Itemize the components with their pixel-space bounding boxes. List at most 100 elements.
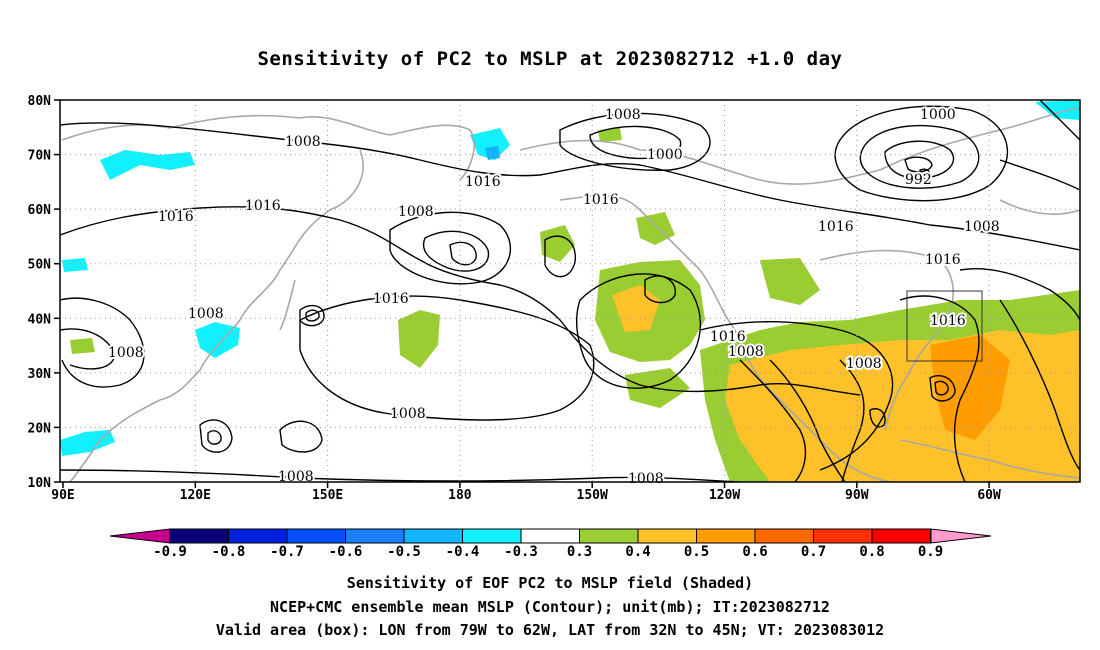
lat-label: 80N — [28, 94, 52, 109]
contour-line — [279, 420, 323, 453]
colorbar-cell — [520, 528, 580, 544]
contour-line — [934, 380, 949, 396]
colorbar-label: -0.5 — [387, 544, 421, 560]
lon-label: 150E — [312, 488, 343, 503]
caption-line-1: Sensitivity of EOF PC2 to MSLP field (Sh… — [346, 574, 754, 592]
contour-label: 1000 — [647, 147, 683, 163]
coastline — [999, 199, 1080, 215]
contour-line — [60, 328, 116, 370]
contour-line — [576, 273, 702, 389]
colorbar-label: -0.7 — [270, 544, 304, 560]
colorbar-label: 0.6 — [742, 544, 767, 560]
colorbar-cell — [345, 528, 405, 544]
colorbar-label: 0.9 — [918, 544, 943, 560]
latitude-labels: 80N 70N 60N 50N 40N 30N 20N 10N — [28, 94, 52, 491]
colorbar-label: 0.3 — [567, 544, 592, 560]
contour-label: 1016 — [930, 313, 966, 329]
colorbar-label: 0.4 — [625, 544, 650, 560]
contour-label: 1016 — [245, 198, 281, 214]
contour-label: 1016 — [710, 329, 746, 345]
axis-ticks — [54, 99, 990, 488]
colorbar-label: 0.5 — [684, 544, 709, 560]
contour-line — [199, 419, 233, 453]
lon-label: 90W — [845, 488, 869, 503]
contour-label: 1008 — [728, 344, 764, 360]
lon-label: 60W — [977, 488, 1001, 503]
colorbar-cell — [286, 528, 346, 544]
contour-label: 1016 — [925, 252, 961, 268]
contour-line — [389, 211, 511, 285]
longitude-labels: 90E 120E 150E 180 150W 120W 90W 60W — [51, 488, 1001, 503]
contour-line — [699, 321, 894, 471]
contour-label: 1016 — [465, 174, 501, 190]
lon-label: 150W — [577, 488, 608, 503]
valid-area-box — [906, 290, 983, 362]
colorbar-cell — [696, 528, 756, 544]
contour-line — [644, 275, 676, 304]
colorbar-label: 0.8 — [859, 544, 884, 560]
positive-shade-patch — [760, 258, 820, 305]
colorbar-label: -0.9 — [153, 544, 187, 560]
coastline — [899, 439, 1080, 479]
contour-label: 1008 — [188, 306, 224, 322]
lat-label: 30N — [28, 367, 52, 382]
contour-line — [839, 359, 865, 482]
contour-line — [929, 374, 956, 402]
colorbar-cell — [637, 528, 697, 544]
positive-shade-patch — [70, 338, 95, 354]
contour-line — [299, 295, 595, 421]
contour-line — [919, 168, 930, 176]
contour-line — [904, 156, 933, 173]
positive-shade-patch — [636, 212, 675, 245]
contour-line — [769, 359, 846, 482]
contour-label: 1016 — [583, 192, 619, 208]
contour-line — [60, 206, 861, 396]
contour-line — [589, 125, 682, 160]
colorbar-cell — [871, 528, 931, 544]
colorbar-label: -0.3 — [504, 544, 538, 560]
contour-label: 1016 — [373, 291, 409, 307]
colorbar-cell — [462, 528, 522, 544]
coastline — [279, 279, 296, 331]
negative-shade-patch — [1035, 100, 1080, 120]
coastline — [519, 107, 1080, 185]
contour-line — [739, 359, 807, 482]
negative-shade-patch — [470, 128, 510, 160]
caption-line-2: NCEP+CMC ensemble mean MSLP (Contour); u… — [270, 598, 830, 616]
contour-line — [899, 295, 980, 482]
coastline — [819, 249, 954, 431]
colorbar-label: -0.6 — [329, 544, 363, 560]
contour-line — [60, 297, 145, 388]
plot-frame — [59, 99, 1081, 483]
contour-labels: 1008 1016 1016 1008 1008 1008 1016 1008 … — [106, 105, 1002, 489]
contour-label: 1008 — [390, 406, 426, 422]
lat-label: 20N — [28, 421, 52, 436]
negative-shade-patch — [62, 258, 88, 272]
contour-label: 1016 — [818, 219, 854, 235]
positive-shade-patch — [398, 310, 440, 368]
contour-line — [869, 408, 886, 428]
contour-line — [544, 235, 576, 278]
lon-label: 90E — [51, 488, 74, 503]
lat-label: 60N — [28, 203, 52, 218]
colorbar-cell — [228, 528, 288, 544]
contour-line — [884, 140, 955, 179]
colorbar-label: -0.8 — [212, 544, 246, 560]
colorbar-cell — [579, 528, 639, 544]
colorbar-low-arrow — [109, 528, 171, 544]
negative-shade-patch — [60, 430, 115, 456]
contour-label: 1016 — [158, 209, 194, 225]
contour-line — [1039, 100, 1080, 141]
contour-line — [959, 268, 1080, 321]
contour-line — [299, 304, 325, 327]
positive-shade-patch — [540, 225, 575, 262]
positive-shade-patch — [598, 128, 622, 142]
lat-label: 50N — [28, 258, 52, 273]
map-title: Sensitivity of PC2 to MSLP at 2023082712… — [257, 48, 843, 70]
lon-label: 180 — [448, 488, 472, 503]
negative-shade-patch — [100, 150, 195, 180]
coastline — [69, 149, 364, 482]
mslp-contours — [60, 100, 1080, 482]
colorbar-cell — [169, 528, 229, 544]
